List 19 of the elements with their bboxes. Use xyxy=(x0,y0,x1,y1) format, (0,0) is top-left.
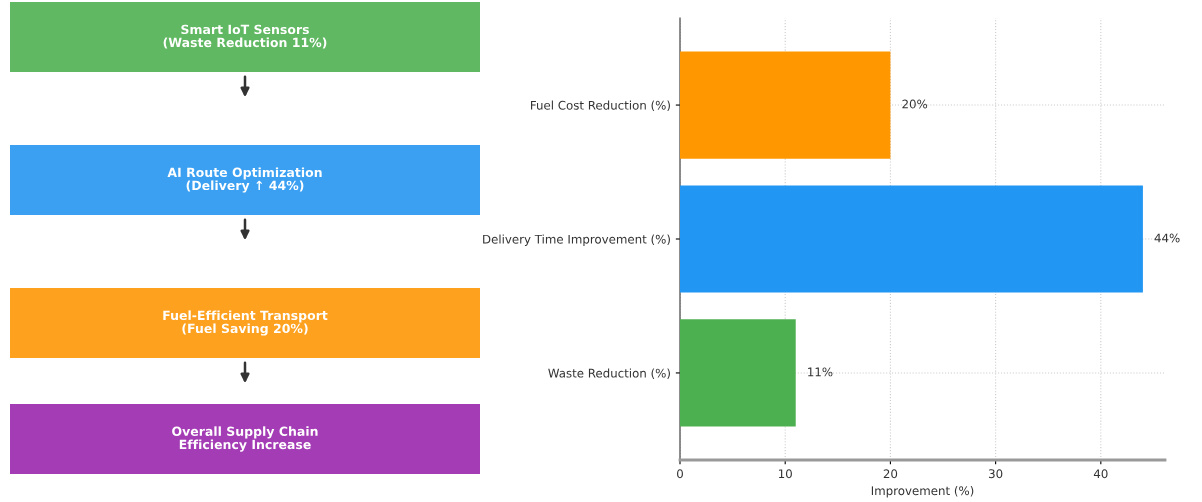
x-tick-label: 20 xyxy=(883,469,898,479)
data-label: 44% xyxy=(1154,233,1180,243)
x-tick-label: 10 xyxy=(778,469,792,479)
y-tick-label: Fuel Cost Reduction (%) xyxy=(531,100,670,112)
y-tick-label: Delivery Time Improvement (%) xyxy=(483,234,670,246)
bar xyxy=(680,185,1143,293)
data-label: 11% xyxy=(808,367,833,377)
text: Smart IoT Sensors (Waste Reduction 11%) xyxy=(163,24,327,49)
x-tick-label: 30 xyxy=(989,469,1003,479)
text: Fuel-Efficient Transport (Fuel Saving 20%) xyxy=(163,310,328,336)
bar xyxy=(680,319,796,427)
y-tick-label: Waste Reduction (%) xyxy=(548,368,670,379)
x-tick-label: 40 xyxy=(1093,469,1108,479)
text: Overall Supply Chain Efficiency Increase xyxy=(172,426,318,452)
bar xyxy=(680,51,891,159)
x-axis-title: Improvement (%) xyxy=(871,486,974,498)
text: AI Route Optimization (Delivery ↑ 44%) xyxy=(167,167,322,193)
x-tick-label: 0 xyxy=(677,469,683,479)
data-label: 20% xyxy=(902,99,928,109)
